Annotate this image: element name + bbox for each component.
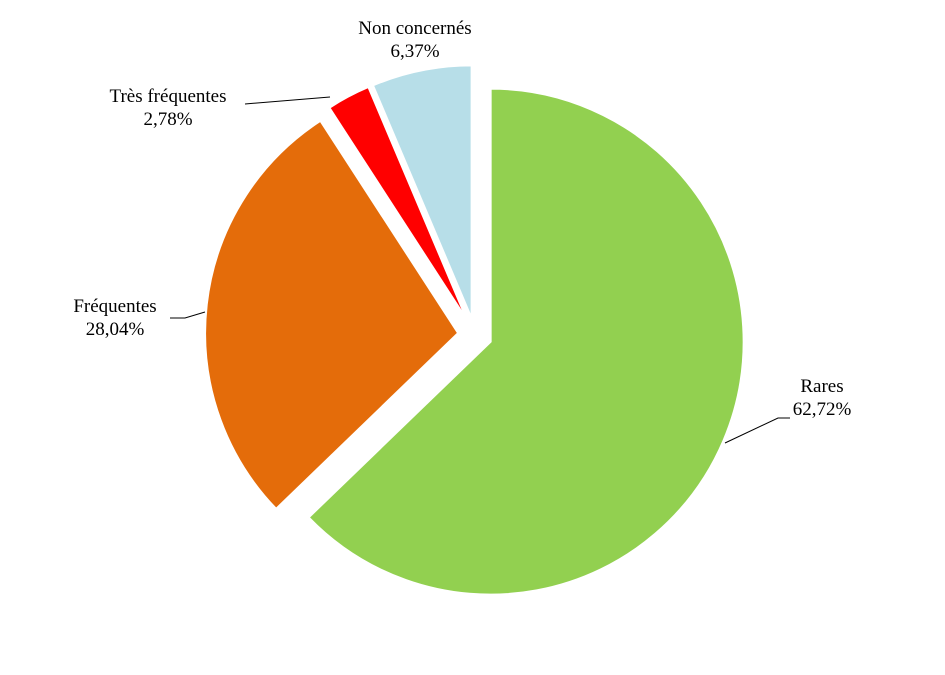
slice-value-label: 2,78%: [143, 109, 192, 130]
leader-line: [244, 96, 331, 105]
slice-label: Non concernés: [358, 18, 471, 39]
leader-line: [170, 311, 206, 319]
leader-line: [724, 417, 790, 444]
slice-value-label: 6,37%: [390, 41, 439, 62]
pie-slice-rares: [307, 87, 745, 596]
pie-slice-non-concernés: [371, 64, 473, 319]
slice-value-label: 62,72%: [793, 399, 852, 420]
pie-slice-fréquentes: [204, 119, 460, 511]
slice-label: Rares: [800, 376, 843, 397]
slice-label: Très fréquentes: [110, 86, 227, 107]
slice-value-label: 28,04%: [86, 319, 145, 340]
slice-label: Fréquentes: [73, 296, 156, 317]
pie-slice-très-fréquentes: [327, 85, 468, 321]
